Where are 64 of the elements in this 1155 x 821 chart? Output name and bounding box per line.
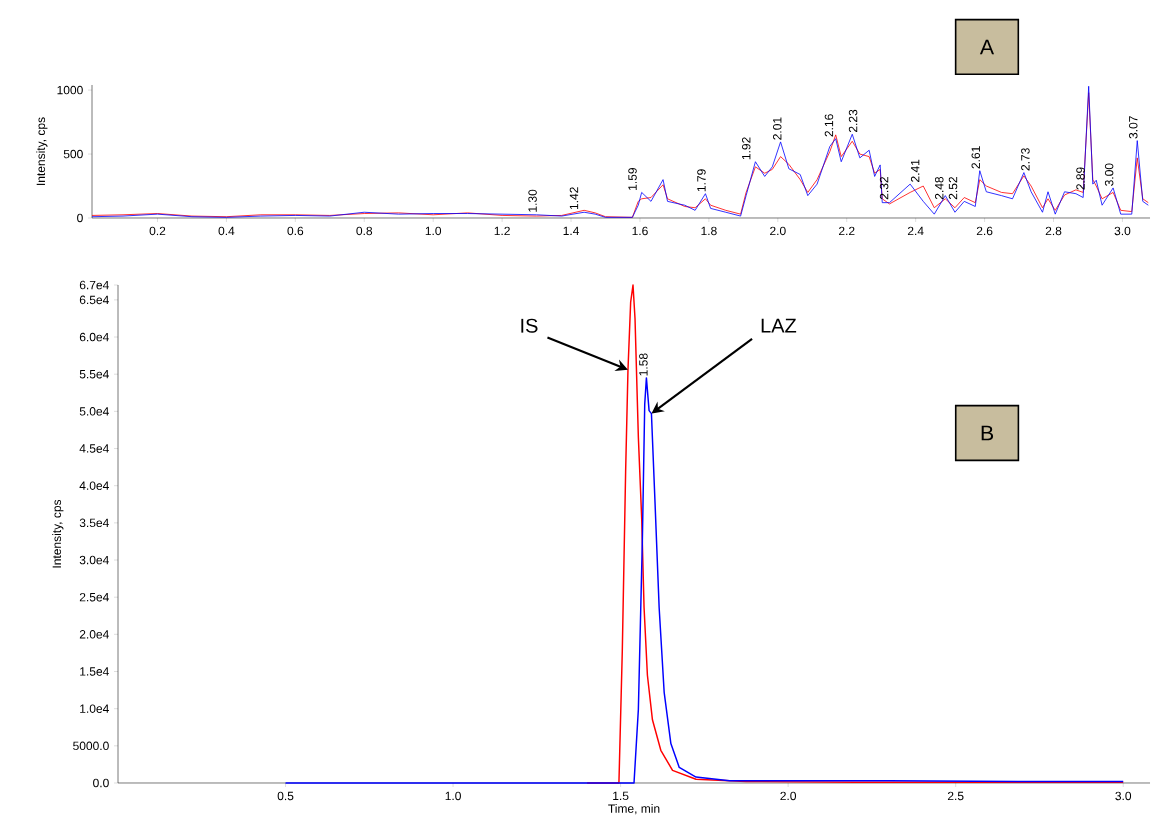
y-tick-label: 4.0e4 [79, 481, 109, 490]
x-tick-label: 0.6 [287, 226, 304, 236]
x-tick-label: 1.6 [632, 226, 648, 236]
x-tick-label: 1.0 [445, 791, 461, 801]
annotation: 2.41 [910, 159, 920, 182]
x-tick-label: 0.2 [149, 226, 166, 236]
y-tick-label: 5.5e4 [79, 370, 109, 379]
x-tick-label: 3.0 [1115, 791, 1132, 801]
annotation: LAZ [761, 318, 797, 333]
y-tick-label: 5.0e4 [79, 407, 109, 416]
x-tick-label: 1.5 [613, 791, 629, 801]
chart-title: A [979, 39, 995, 55]
y-tick-label: 5000.0 [73, 741, 109, 751]
x-tick-label: 0.5 [277, 791, 294, 801]
x-tick-label: 2.4 [907, 226, 924, 236]
x-tick-label: 1.0 [425, 226, 442, 236]
x-tick-label: 2.0 [780, 791, 797, 801]
y-tick-label: 1.5e4 [80, 667, 109, 676]
annotation: 3.00 [1104, 163, 1114, 186]
y-axis-title: Intensity, cps [36, 117, 48, 185]
y-tick-label: 6.0e4 [79, 332, 109, 342]
annotation: 2.16 [824, 114, 834, 137]
x-tick-label: 0.8 [356, 226, 373, 236]
x-tick-label: 0.4 [218, 226, 235, 236]
x-axis-title: Time, min [608, 804, 660, 815]
text: B [981, 425, 994, 441]
annotation: 2.23 [848, 109, 858, 133]
annotation: IS [521, 318, 538, 333]
x-tick-label: 1.2 [494, 226, 510, 236]
annotation: 2.73 [1021, 148, 1030, 171]
y-tick-label: 500 [63, 149, 83, 159]
annotation: 1.42 [569, 187, 579, 210]
x-tick-label: 3.0 [1114, 226, 1131, 236]
x-tick-label: 2.0 [770, 226, 786, 236]
y-tick-label: 2.0e4 [79, 630, 109, 639]
x-tick-label: 2.5 [947, 791, 964, 801]
y-tick-label: 0 [77, 213, 83, 223]
x-tick-label: 2.6 [976, 226, 993, 236]
annotation: 2.48 [934, 176, 944, 200]
y-tick-label: 2.5e4 [79, 592, 109, 602]
y-tick-label: 1.0e4 [80, 704, 109, 713]
annotation: 2.61 [971, 146, 981, 169]
x-tick-label: 1.8 [701, 226, 717, 236]
annotation: 1.30 [528, 189, 537, 212]
x-tick-label: 1.4 [563, 226, 580, 235]
x-tick-label: 2.8 [1045, 226, 1062, 236]
annotation: 2.52 [948, 177, 958, 200]
annotation: 3.07 [1129, 116, 1138, 139]
y-tick-label: 0.0 [93, 778, 109, 788]
annotation: 2.01 [773, 117, 782, 140]
y-tick-label: 3.0e4 [79, 555, 109, 565]
annotation: 2.89 [1076, 167, 1085, 190]
y-tick-label: 3.5e4 [79, 518, 109, 528]
y-axis-title: Intensity, cps [52, 499, 64, 568]
y-tick-label: 6.7e4 [79, 280, 109, 290]
annotation: 1.59 [628, 168, 637, 190]
x-tick-label: 2.2 [839, 226, 855, 236]
y-tick-label: 4.5e4 [79, 444, 109, 453]
y-tick-label: 6.5e4 [79, 295, 109, 305]
annotation: 1.92 [741, 137, 751, 160]
y-tick-label: 1000 [57, 85, 83, 95]
annotation: 1.58 [639, 353, 648, 376]
annotation: 1.79 [697, 169, 706, 192]
annotation: 2.32 [879, 177, 889, 200]
